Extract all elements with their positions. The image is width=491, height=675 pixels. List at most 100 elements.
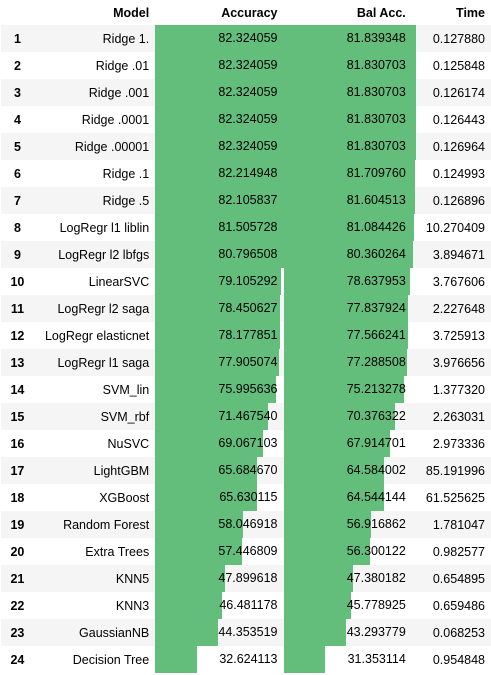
accuracy-bar (155, 25, 288, 52)
bal-acc-value: 81.830703 (346, 58, 406, 72)
cell-model: SVM_lin (102, 382, 150, 397)
bal-acc-bar (283, 160, 416, 187)
table-row: 1 Ridge 1. 82.324059 81.839348 0.127880 (1, 25, 491, 52)
databar-cell: 81.830703 (283, 106, 416, 133)
cell-model: Ridge .1 (102, 166, 150, 181)
accuracy-value: 77.905074 (218, 355, 278, 369)
bal-acc-bar (283, 241, 413, 268)
accuracy-bar (155, 592, 223, 619)
cell-model: Ridge .00001 (33, 133, 156, 160)
cell-model: Ridge .01 (95, 58, 150, 73)
accuracy-value: 81.505728 (218, 220, 278, 234)
cell-model: SVM_rbf (33, 403, 156, 430)
cell-model: Random Forest (33, 511, 156, 538)
bal-acc-bar (283, 403, 395, 430)
accuracy-bar (155, 106, 288, 133)
accuracy-bar (155, 565, 225, 592)
accuracy-bar (155, 538, 243, 565)
accuracy-value: 57.446809 (218, 544, 278, 558)
table-row: 10 LinearSVC 79.105292 78.637953 3.767606 (1, 268, 491, 295)
databar-cell: 44.353519 (155, 619, 283, 646)
table-row: 3 Ridge .001 82.324059 81.830703 0.126174 (1, 79, 491, 106)
cell-bal-acc: 77.837924 (283, 295, 412, 322)
databar-cell: 56.916862 (283, 511, 412, 538)
cell-bal-acc: 81.830703 (283, 106, 416, 133)
accuracy-bar (155, 241, 285, 268)
cell-model: LogRegr elasticnet (44, 328, 150, 343)
table-row: 17 LightGBM 65.684670 64.584002 85.191996 (1, 457, 491, 484)
accuracy-bar (155, 430, 264, 457)
bal-acc-value: 81.830703 (346, 112, 406, 126)
databar-cell: 78.637953 (283, 268, 412, 295)
databar-cell: 31.353114 (283, 646, 412, 673)
cell-time: 2.227648 (411, 295, 491, 322)
cell-accuracy: 65.684670 (155, 457, 284, 484)
bal-acc-bar (283, 214, 415, 241)
databar-cell: 75.995636 (155, 376, 283, 403)
row-index: 11 (1, 295, 34, 322)
table-row: 8 LogRegr l1 liblin 81.505728 81.084426 10.2… (1, 214, 491, 241)
cell-time: 3.894671 (411, 241, 491, 268)
cell-time: 3.767606 (432, 274, 485, 289)
table-header: Model Accuracy Bal Acc. Time (1, 0, 491, 25)
cell-model: Ridge .001 (33, 79, 156, 106)
cell-bal-acc: 75.213278 (283, 376, 412, 403)
cell-model: KNN3 (115, 598, 150, 613)
cell-bal-acc: 81.709760 (283, 160, 416, 187)
cell-time: 1.781047 (411, 511, 491, 538)
bal-acc-value: 31.353114 (347, 652, 406, 666)
accuracy-value: 82.324059 (218, 112, 278, 126)
accuracy-value: 47.899618 (218, 571, 278, 585)
cell-bal-acc: 78.637953 (283, 268, 412, 295)
cell-model: LogRegr l1 liblin (59, 220, 150, 235)
databar-cell: 69.067103 (155, 430, 283, 457)
table-row: 19 Random Forest 58.046918 56.916862 1.78104… (1, 511, 491, 538)
cell-time: 0.126964 (411, 133, 491, 160)
cell-bal-acc: 64.544144 (283, 484, 412, 511)
bal-acc-bar (283, 187, 416, 214)
bal-acc-value: 81.830703 (346, 85, 406, 99)
row-index: 5 (1, 133, 34, 160)
cell-bal-acc: 81.084426 (283, 214, 415, 241)
cell-accuracy: 69.067103 (155, 430, 283, 457)
cell-model: LinearSVC (88, 274, 150, 289)
databar-cell: 43.293779 (283, 619, 412, 646)
row-index: 2 (13, 58, 21, 73)
accuracy-value: 32.624113 (219, 652, 278, 666)
cell-time: 10.270409 (425, 220, 485, 235)
row-index: 4 (13, 112, 21, 127)
databar-cell: 47.380182 (283, 565, 412, 592)
cell-accuracy: 58.046918 (155, 511, 284, 538)
cell-accuracy: 77.905074 (155, 349, 284, 376)
cell-model: LogRegr l1 saga (33, 349, 156, 376)
bal-acc-value: 64.544144 (346, 490, 406, 504)
cell-time: 0.954848 (432, 652, 485, 667)
databar-cell: 47.899618 (155, 565, 283, 592)
accuracy-bar (155, 187, 287, 214)
table-row: 12 LogRegr elasticnet 78.177851 77.566241 3.… (1, 322, 491, 349)
cell-time: 61.525625 (425, 490, 485, 505)
accuracy-value: 75.995636 (218, 382, 278, 396)
databar-cell: 81.830703 (283, 52, 416, 79)
cell-time: 3.725913 (432, 328, 485, 343)
cell-accuracy: 82.324059 (155, 25, 288, 52)
databar-cell: 81.839348 (283, 25, 416, 52)
cell-accuracy: 32.624113 (155, 646, 283, 673)
accuracy-bar (155, 268, 282, 295)
bal-acc-value: 81.709760 (346, 166, 406, 180)
accuracy-bar (155, 160, 288, 187)
header-bal-acc: Bal Acc. (356, 5, 406, 20)
bal-acc-bar (283, 133, 416, 160)
bal-acc-bar (283, 511, 371, 538)
cell-bal-acc: 43.293779 (283, 619, 412, 646)
cell-bal-acc: 81.830703 (283, 133, 416, 160)
bal-acc-bar (283, 646, 325, 673)
databar-cell: 57.446809 (155, 538, 283, 565)
cell-bal-acc: 47.380182 (283, 565, 412, 592)
cell-bal-acc: 80.360264 (283, 241, 413, 268)
databar-cell: 82.324059 (155, 79, 288, 106)
cell-bal-acc: 56.916862 (283, 511, 412, 538)
databar-cell: 82.324059 (155, 52, 288, 79)
table-row: 5 Ridge .00001 82.324059 81.830703 0.126964 (1, 133, 491, 160)
